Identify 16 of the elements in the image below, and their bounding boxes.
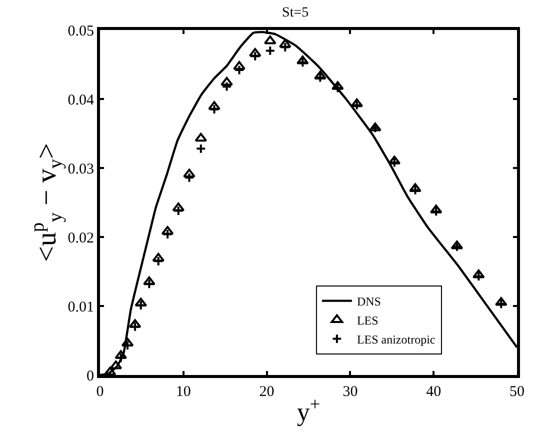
y-tick-label: 0.03 — [68, 161, 94, 178]
x-tick-label: 20 — [259, 384, 274, 400]
chart-title: St=5 — [282, 5, 309, 20]
x-tick-label: 30 — [342, 384, 358, 400]
y-tick-label: 0.02 — [68, 230, 94, 246]
x-axis-title: y$^{+}$ — [296, 394, 320, 427]
x-tick-label: 40 — [426, 384, 442, 400]
legend-label: LES — [356, 313, 378, 328]
legend-label: DNS — [356, 294, 381, 308]
legend-label: LES anizotropic — [356, 332, 436, 346]
y-tick-label: 0.05 — [68, 23, 94, 40]
x-tick-label: 10 — [176, 384, 191, 400]
x-tick-label: 50 — [510, 384, 524, 400]
y-tick-label: 0.04 — [68, 92, 94, 108]
y-tick-label: 0 — [86, 368, 94, 384]
y-tick-label: 0.01 — [68, 299, 94, 316]
